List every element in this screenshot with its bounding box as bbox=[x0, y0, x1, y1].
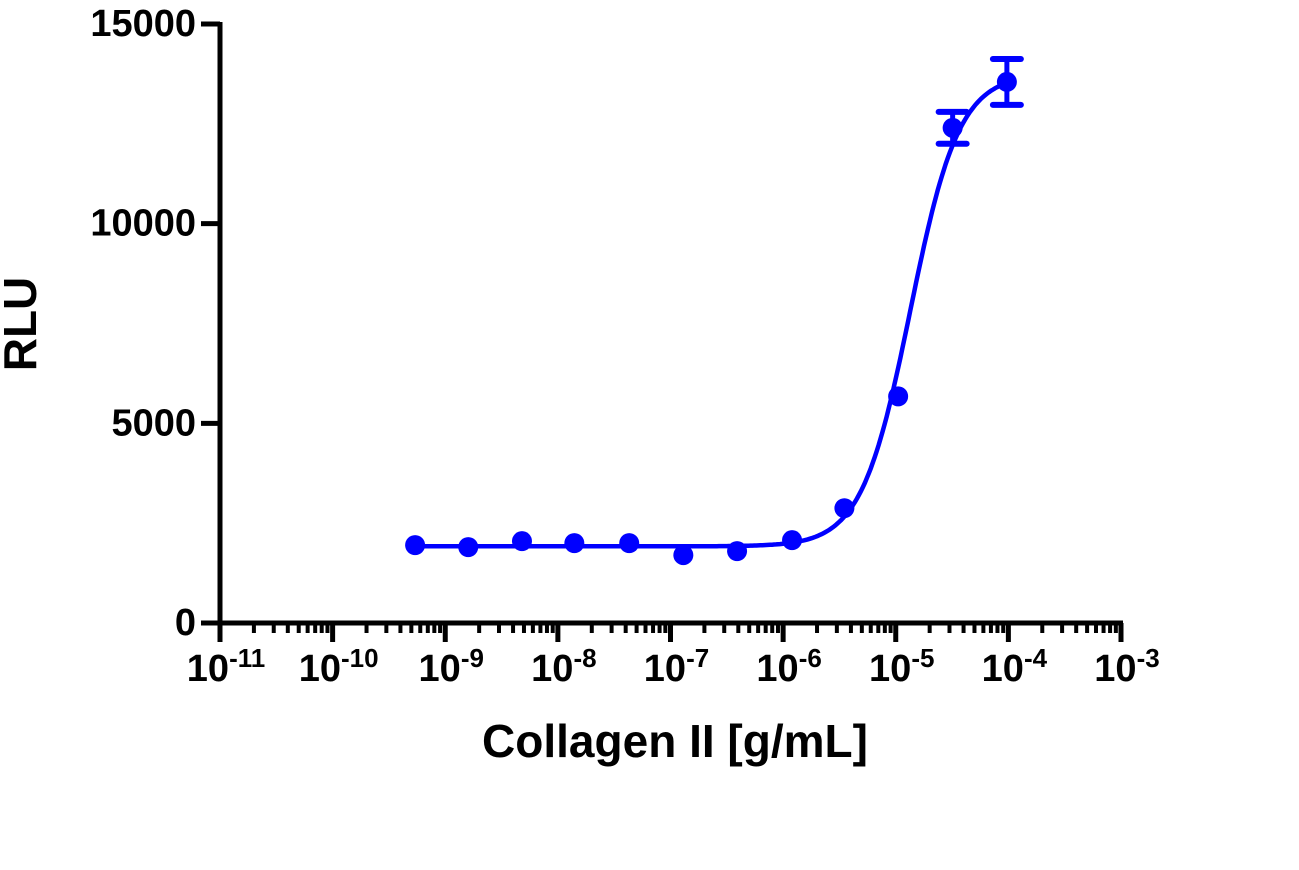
data-point bbox=[727, 541, 748, 562]
fit-curve-line bbox=[415, 80, 1008, 549]
x-tick-label: 10-4 bbox=[982, 643, 1048, 690]
x-tick-label: 10-9 bbox=[419, 643, 484, 690]
data-point bbox=[619, 533, 640, 554]
x-tick-label: 10-3 bbox=[1094, 643, 1159, 690]
x-tick-label: 10-7 bbox=[644, 643, 709, 690]
x-tick-label: 10-6 bbox=[756, 643, 821, 690]
y-tick-label: 10000 bbox=[90, 203, 196, 245]
data-point bbox=[996, 71, 1017, 92]
fit-curve bbox=[415, 80, 1008, 549]
x-tick-label: 10-8 bbox=[531, 643, 596, 690]
data-points bbox=[405, 71, 1017, 566]
y-tick-label: 0 bbox=[175, 602, 196, 644]
y-axis: 0 5000 10000 15000 bbox=[90, 3, 223, 644]
data-point bbox=[511, 531, 532, 552]
y-tick-label: 5000 bbox=[111, 402, 196, 444]
x-axis: 10-11 10-10 10-9 10-8 10-7 10-6 10-5 10-4 10-3 bbox=[187, 620, 1160, 690]
data-point bbox=[782, 530, 803, 551]
data-point bbox=[458, 537, 479, 558]
x-tick-label: 10-5 bbox=[869, 643, 934, 690]
error-bars bbox=[935, 55, 1024, 147]
data-point bbox=[673, 545, 694, 566]
data-point bbox=[888, 386, 909, 407]
y-tick-label: 15000 bbox=[90, 3, 196, 45]
data-point bbox=[834, 498, 855, 519]
data-point bbox=[942, 117, 963, 138]
x-tick-label: 10-10 bbox=[299, 643, 379, 690]
data-point bbox=[564, 533, 585, 554]
x-axis-title: Collagen II [g/mL] bbox=[482, 715, 868, 767]
x-tick-label: 10-11 bbox=[187, 643, 265, 690]
data-point bbox=[405, 535, 426, 556]
y-axis-title: RLU bbox=[0, 277, 46, 372]
